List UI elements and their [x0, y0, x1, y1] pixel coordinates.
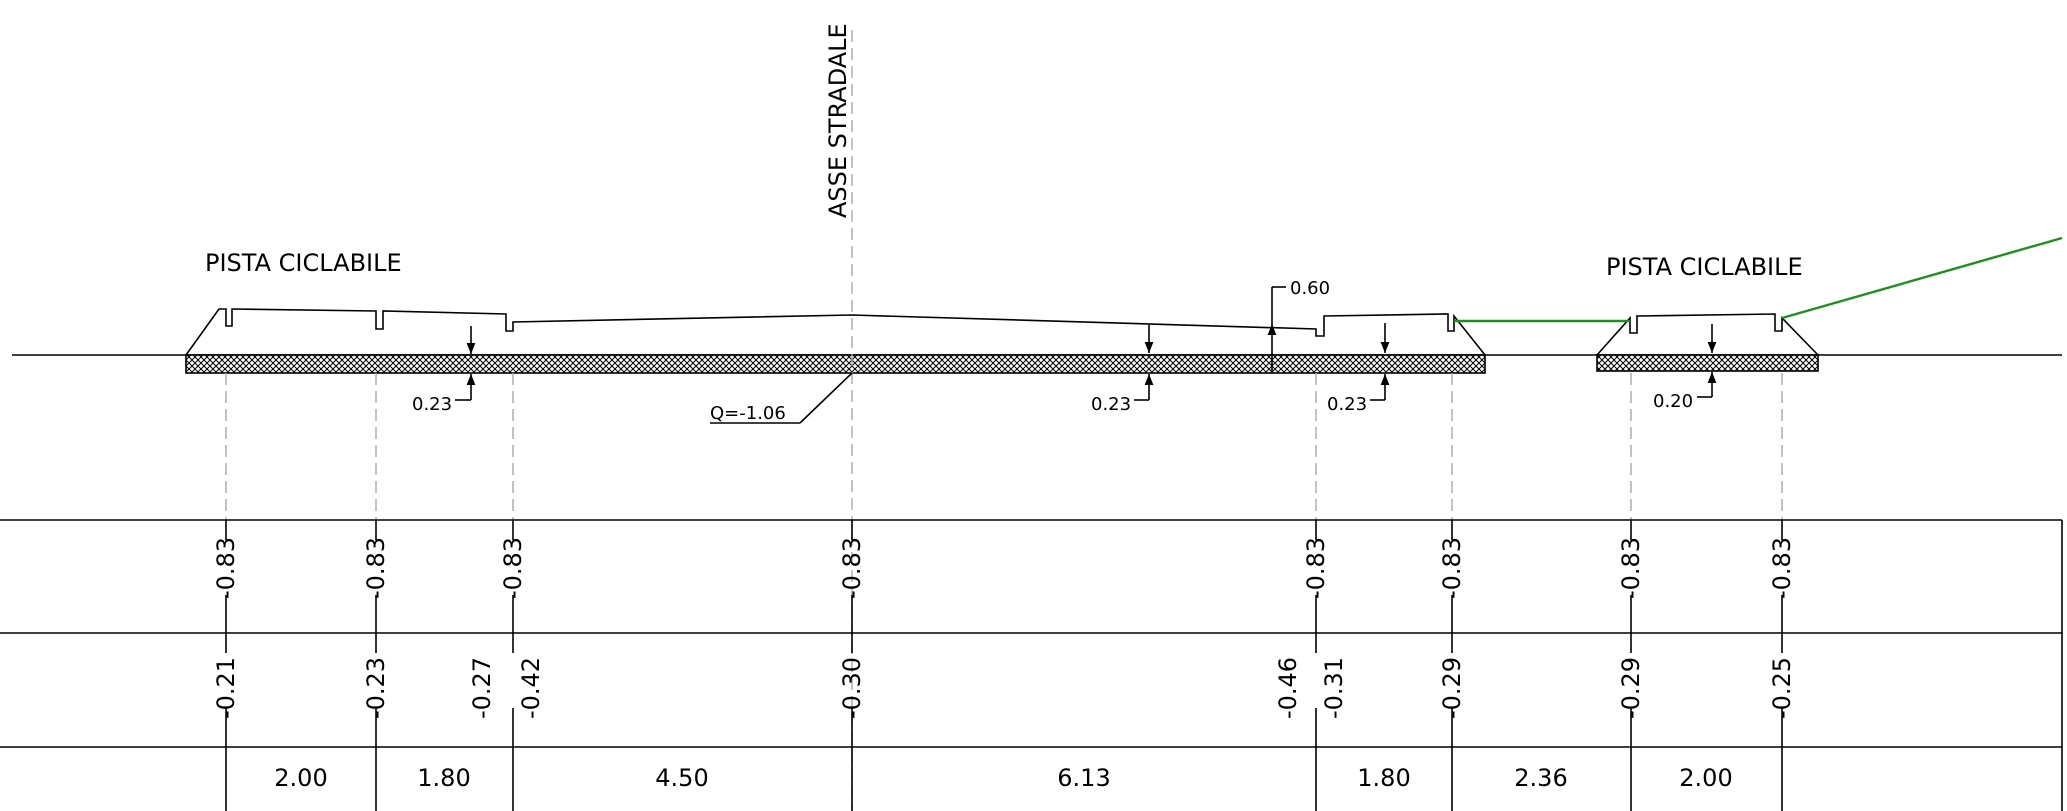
- row1-value: -0.83: [499, 537, 527, 599]
- bike-lane-label-left: PISTA CICLABILE: [205, 249, 402, 277]
- thickness-dimension: 0.23: [1327, 323, 1390, 415]
- row2-value: -0.31: [1320, 657, 1348, 719]
- level-label: Q=-1.06: [710, 403, 786, 424]
- row3: 2.00 1.80 4.50 6.13 1.80 2.36 2.00: [274, 764, 1732, 792]
- row1-value: -0.83: [1438, 537, 1466, 599]
- row2-value: -0.29: [1438, 657, 1466, 719]
- row3-value: 2.00: [1679, 764, 1732, 792]
- row2-value: -0.46: [1274, 657, 1302, 719]
- thickness-dimension: 0.23: [412, 326, 476, 415]
- height-label: 0.60: [1290, 278, 1330, 299]
- row1-value: -0.83: [838, 537, 866, 599]
- row1-value: -0.83: [362, 537, 390, 599]
- row2-value: -0.21: [212, 657, 240, 719]
- axis-label: ASSE STRADALE: [824, 23, 852, 218]
- row1-value: -0.83: [1302, 537, 1330, 599]
- row3-value: 1.80: [417, 764, 470, 792]
- thickness-label: 0.23: [1327, 394, 1367, 415]
- row1-value: -0.83: [212, 537, 240, 599]
- row2-value: -0.30: [838, 657, 866, 719]
- row3-value: 4.50: [655, 764, 708, 792]
- row2: -0.21 -0.23 -0.27 -0.42 -0.30 -0.46 -0.3…: [212, 633, 1796, 747]
- row2-value: -0.23: [362, 657, 390, 719]
- row3-value: 6.13: [1057, 764, 1110, 792]
- row1: -0.83 -0.83 -0.83 -0.83 -0.83 -0.83 -0.8…: [212, 520, 1796, 633]
- thickness-dimension: 0.20: [1653, 324, 1717, 412]
- surface-profile-bike-right: [1596, 313, 1819, 356]
- profile-table: [0, 519, 2063, 811]
- row1-value: -0.83: [1617, 537, 1645, 599]
- row2-value: -0.25: [1768, 657, 1796, 719]
- height-dimension: 0.60: [1267, 278, 1330, 373]
- ground-line-slope: [1781, 236, 2063, 320]
- surface-profile: [185, 308, 1486, 356]
- thickness-dimension: 0.23: [1091, 325, 1154, 415]
- row2-value: -0.29: [1617, 657, 1645, 719]
- bike-lane-label-right: PISTA CICLABILE: [1606, 253, 1803, 281]
- row1-value: -0.83: [1768, 537, 1796, 599]
- level-callout: Q=-1.06: [710, 372, 853, 424]
- row3-value: 1.80: [1357, 764, 1410, 792]
- pavement-main: [185, 354, 1486, 374]
- thickness-label: 0.23: [412, 394, 452, 415]
- row2-value: -0.27: [468, 657, 496, 719]
- row2-value: -0.42: [517, 657, 545, 719]
- thickness-label: 0.20: [1653, 391, 1693, 412]
- thickness-label: 0.23: [1091, 394, 1131, 415]
- pavement-bike-right: [1596, 354, 1819, 372]
- row3-value: 2.36: [1514, 764, 1567, 792]
- row3-value: 2.00: [274, 764, 327, 792]
